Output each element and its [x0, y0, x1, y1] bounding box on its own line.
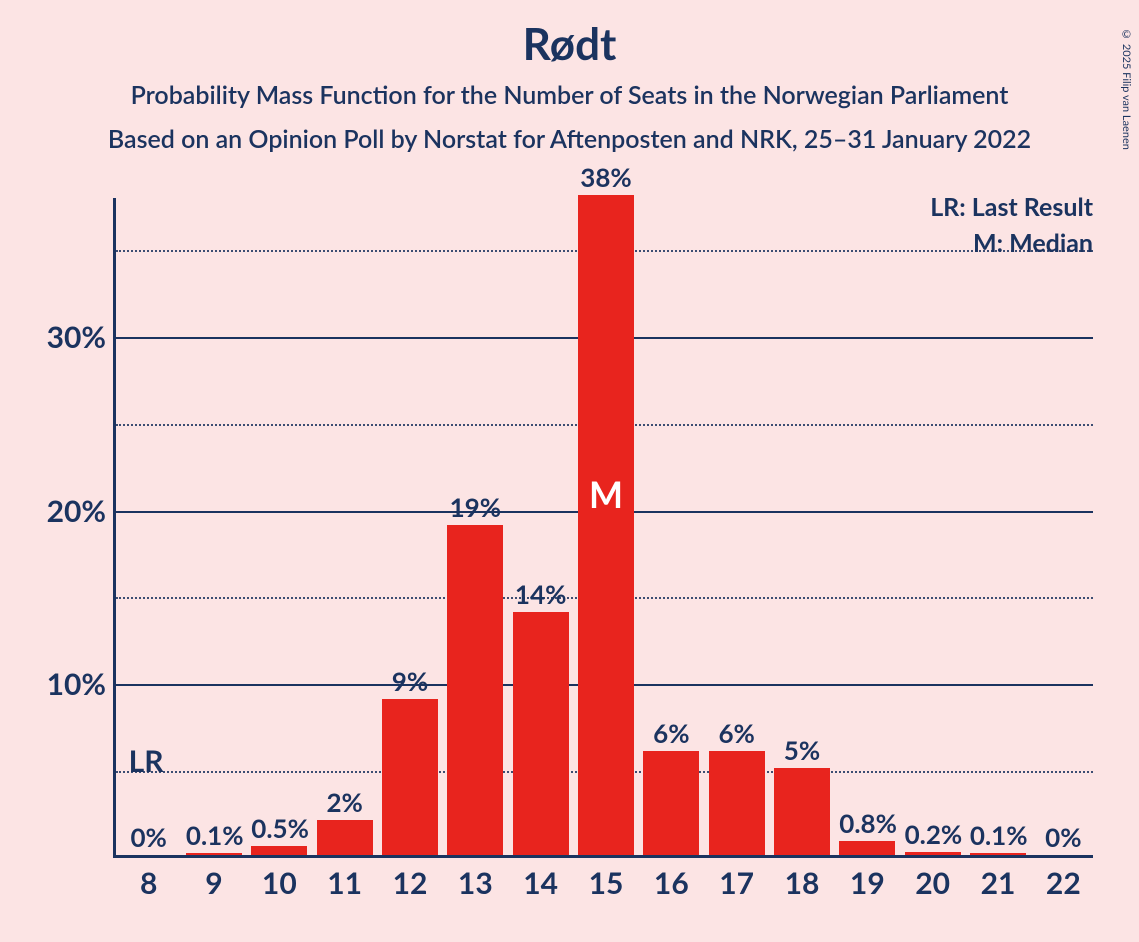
median-mark: M — [578, 472, 634, 516]
bar-value-label: 38% — [578, 161, 634, 193]
x-axis-tick-label: 12 — [393, 865, 428, 901]
bar: 2% — [317, 820, 373, 855]
chart-subtitle-2: Based on an Opinion Poll by Norstat for … — [0, 124, 1139, 154]
bar-value-label: 14% — [513, 578, 569, 610]
bar-value-label: 5% — [774, 734, 830, 766]
bar-value-label: 0.5% — [251, 812, 307, 844]
x-axis-tick-label: 13 — [458, 865, 493, 901]
y-axis-tick-label: 10% — [24, 666, 106, 702]
chart-title: Rødt — [0, 18, 1139, 70]
bar-value-label: 0% — [1035, 821, 1091, 853]
bar-value-label: 6% — [643, 717, 699, 749]
bar: 6% — [709, 751, 765, 855]
copyright-text: © 2025 Filip van Laenen — [1120, 28, 1133, 150]
chart-subtitle-1: Probability Mass Function for the Number… — [0, 80, 1139, 110]
bar-value-label: 0.2% — [905, 818, 961, 850]
x-axis-tick-label: 17 — [719, 865, 754, 901]
bar-value-label: 9% — [382, 665, 438, 697]
x-axis-tick-label: 20 — [915, 865, 950, 901]
bar: 14% — [513, 612, 569, 855]
x-axis-tick-label: 10 — [262, 865, 297, 901]
bar: 9% — [382, 699, 438, 855]
bar: 19% — [447, 525, 503, 855]
bar-value-label: 0% — [121, 821, 177, 853]
bar: 38%M — [578, 195, 634, 855]
bar-value-label: 0.1% — [186, 819, 242, 851]
x-axis-tick-label: 16 — [654, 865, 689, 901]
bar-value-label: 0.8% — [839, 807, 895, 839]
last-result-mark: LR — [129, 743, 164, 779]
bar: 0.1% — [970, 853, 1026, 855]
x-axis-tick-label: 14 — [523, 865, 558, 901]
bar-value-label: 6% — [709, 717, 765, 749]
bar: 0.8% — [839, 841, 895, 855]
bar-value-label: 0.1% — [970, 819, 1026, 851]
x-axis-tick-label: 9 — [205, 865, 222, 901]
y-axis-tick-label: 20% — [24, 493, 106, 529]
bar: 0.2% — [905, 852, 961, 855]
y-axis-tick-label: 30% — [24, 319, 106, 355]
chart-plot-area: 10%20%30%0%80.1%90.5%102%119%1219%1314%1… — [113, 198, 1093, 858]
x-axis-tick-label: 11 — [327, 865, 362, 901]
bar-value-label: 2% — [317, 786, 373, 818]
bar: 0.1% — [186, 853, 242, 855]
x-axis-tick-label: 18 — [785, 865, 820, 901]
x-axis-tick-label: 8 — [140, 865, 157, 901]
bar: 0.5% — [251, 846, 307, 855]
x-axis-tick-label: 21 — [981, 865, 1016, 901]
bar-value-label: 19% — [447, 491, 503, 523]
x-axis-tick-label: 15 — [589, 865, 624, 901]
x-axis-tick-label: 22 — [1046, 865, 1081, 901]
bar: 6% — [643, 751, 699, 855]
bar: 5% — [774, 768, 830, 855]
x-axis-tick-label: 19 — [850, 865, 885, 901]
